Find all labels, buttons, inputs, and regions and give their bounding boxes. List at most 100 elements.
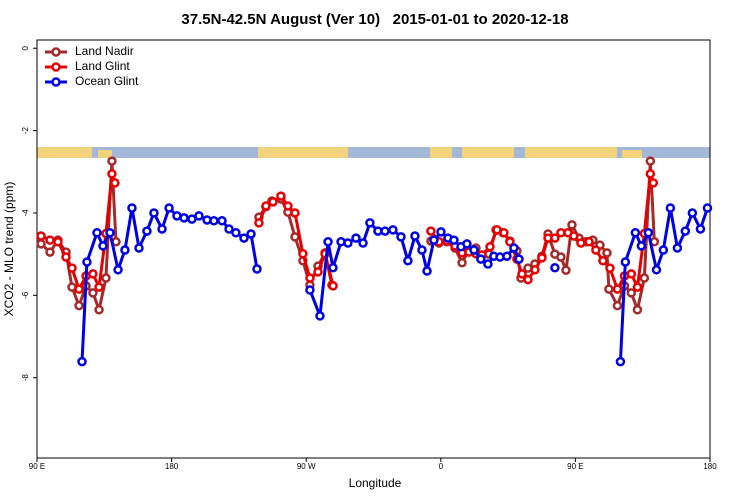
point <box>101 273 111 283</box>
land-strip <box>98 150 112 158</box>
point <box>388 225 398 235</box>
point <box>343 238 353 248</box>
point <box>315 311 325 321</box>
point <box>537 253 547 263</box>
point <box>602 248 612 258</box>
land-strip <box>37 147 92 158</box>
point <box>505 237 515 247</box>
y-tick-label: 0 <box>21 45 30 50</box>
point <box>45 235 55 245</box>
y-tick-label: -4 <box>21 209 30 217</box>
plot-frame <box>36 39 711 459</box>
y-tick-label: -8 <box>21 374 30 382</box>
point <box>231 227 241 238</box>
point <box>110 178 120 188</box>
point <box>483 259 493 269</box>
point <box>665 203 676 213</box>
point <box>556 252 566 262</box>
x-tick-label: 90 E <box>567 462 583 471</box>
x-tick-label: 180 <box>165 462 179 471</box>
point <box>254 218 264 228</box>
land-strip <box>525 147 617 158</box>
point <box>107 169 117 179</box>
legend-label: Land Nadir <box>75 44 134 58</box>
point <box>615 356 626 367</box>
point <box>36 239 46 249</box>
point <box>499 227 509 238</box>
point <box>517 269 527 279</box>
point <box>164 203 174 213</box>
legend-marker <box>51 62 61 72</box>
point <box>283 201 293 211</box>
point <box>127 203 137 213</box>
point <box>67 263 77 273</box>
point <box>422 266 432 276</box>
point <box>82 257 92 267</box>
point <box>702 203 713 213</box>
point <box>276 191 286 201</box>
point <box>639 273 650 283</box>
point <box>74 284 84 294</box>
point <box>645 169 656 179</box>
point <box>605 263 615 273</box>
point <box>53 237 63 247</box>
point <box>523 274 533 285</box>
point <box>61 252 71 262</box>
point <box>134 243 144 253</box>
point <box>92 227 102 238</box>
legend-label: Land Glint <box>75 59 130 73</box>
point <box>417 245 427 255</box>
point <box>157 224 167 234</box>
point <box>224 224 234 234</box>
point <box>149 208 159 218</box>
point <box>612 300 623 311</box>
point <box>142 226 152 236</box>
point <box>365 218 375 228</box>
legend-label: Ocean Glint <box>75 74 139 88</box>
point <box>630 227 641 238</box>
point <box>74 300 84 311</box>
point <box>643 227 654 238</box>
point <box>194 211 204 221</box>
legend-marker <box>51 77 61 87</box>
point <box>396 232 406 242</box>
y-tick-label: -6 <box>21 291 30 299</box>
point <box>462 239 472 249</box>
point <box>550 262 560 273</box>
point <box>620 257 631 267</box>
point <box>380 226 390 236</box>
x-tick-label: 0 <box>439 462 444 471</box>
point <box>313 267 323 277</box>
y-tick-label: -2 <box>21 126 30 134</box>
ocean-strip <box>37 147 710 158</box>
point <box>77 356 87 367</box>
point <box>268 197 278 207</box>
point <box>604 284 614 294</box>
map-strip <box>37 147 710 158</box>
point <box>632 304 643 315</box>
point <box>410 231 420 241</box>
point <box>469 245 479 255</box>
point <box>351 233 361 243</box>
point <box>569 231 579 241</box>
x-tick-label: 90 W <box>297 462 316 471</box>
point <box>323 237 333 247</box>
point <box>179 213 189 223</box>
chart-title: 37.5N-42.5N August (Ver 10) 2015-01-01 t… <box>181 11 568 28</box>
point <box>120 245 130 255</box>
legend-marker <box>51 47 61 57</box>
point <box>94 282 104 292</box>
point <box>576 238 586 248</box>
point <box>648 178 659 188</box>
point <box>113 265 123 275</box>
x-tick-label: 180 <box>703 462 717 471</box>
point <box>261 201 271 211</box>
point <box>436 227 446 237</box>
point <box>598 255 608 266</box>
point <box>658 245 669 255</box>
point <box>36 231 46 241</box>
point <box>509 243 519 253</box>
point <box>45 247 55 257</box>
point <box>98 241 108 251</box>
y-axis-label: XCO2 - MLO trend (ppm) <box>2 182 16 317</box>
